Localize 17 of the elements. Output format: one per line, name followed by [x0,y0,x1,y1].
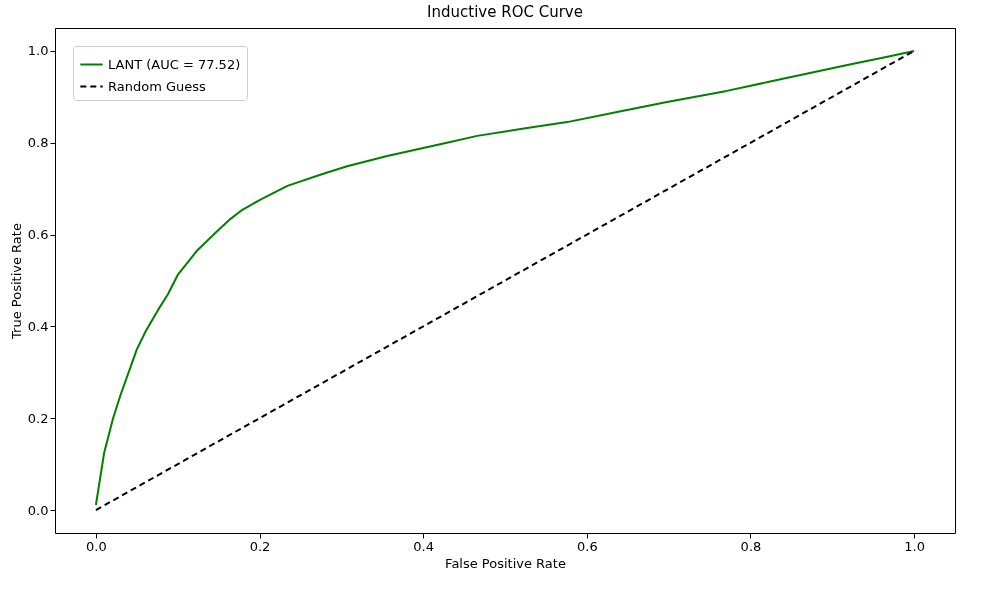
y-tick-label: 0.8 [27,135,49,151]
legend-label: LANT (AUC = 77.52) [108,56,241,72]
x-tick-label: 0.0 [86,538,107,554]
y-tick-label: 1.0 [27,43,49,59]
y-tick-label: 0.0 [27,502,49,518]
y-tick-label: 0.4 [27,318,49,334]
y-axis-title: True Positive Rate [8,223,24,340]
x-tick-label: 0.2 [249,538,271,554]
x-axis-title: False Positive Rate [445,555,566,571]
x-tick-label: 1.0 [904,538,925,554]
x-tick-label: 0.4 [413,538,435,554]
x-tick-label: 0.8 [740,538,762,554]
y-tick-label: 0.6 [27,227,49,243]
y-tick-label: 0.2 [27,410,49,426]
chart-title: Inductive ROC Curve [427,3,583,21]
legend-label: Random Guess [108,78,207,94]
x-tick-label: 0.6 [576,538,598,554]
